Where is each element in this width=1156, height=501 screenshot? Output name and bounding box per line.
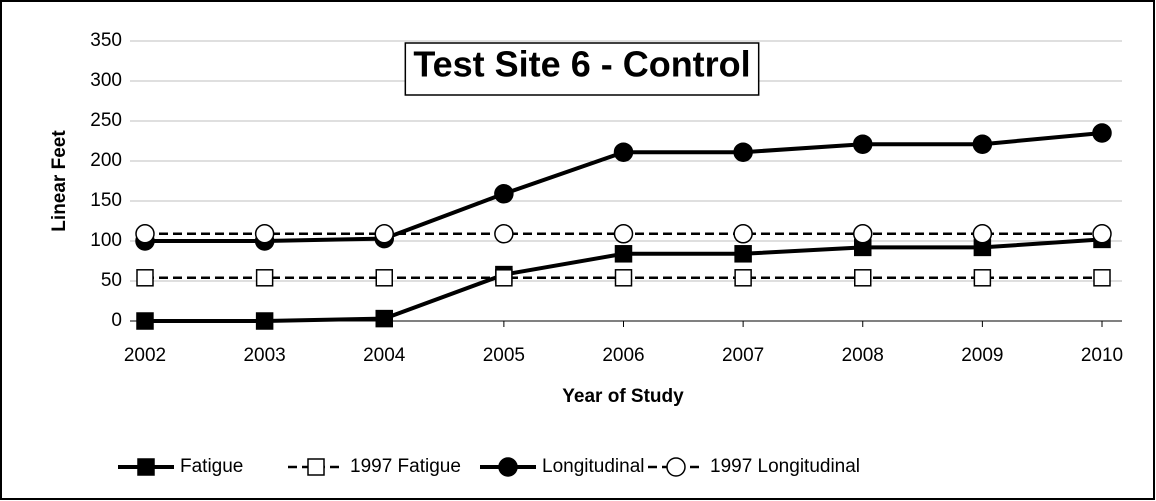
x-axis-label: Year of Study (562, 386, 684, 407)
x-tick-label: 2005 (483, 345, 525, 366)
data-point (853, 134, 873, 154)
y-tick-label: 0 (111, 310, 122, 331)
data-point (136, 312, 154, 330)
legend-label: Longitudinal (542, 456, 644, 477)
title-box (404, 42, 760, 96)
data-point (972, 134, 993, 154)
legend-marker (137, 458, 155, 476)
y-axis-label: Linear Feet (49, 130, 70, 232)
data-point (733, 142, 753, 162)
data-point (255, 269, 274, 287)
data-point (375, 309, 393, 328)
legend-label: 1997 Longitudinal (710, 456, 860, 477)
data-point (136, 269, 154, 287)
x-tick-label: 2008 (842, 345, 884, 366)
data-point (734, 269, 752, 287)
legend-label: Fatigue (180, 456, 243, 477)
legend-marker (307, 458, 325, 476)
x-tick-label: 2006 (602, 345, 644, 366)
data-point (734, 245, 752, 263)
data-point (1093, 269, 1111, 287)
data-point (972, 224, 993, 244)
chart-title: Test Site 6 - Control (413, 44, 750, 85)
data-point (375, 269, 393, 287)
legend-label: 1997 Fatigue (350, 456, 461, 477)
data-point (494, 224, 514, 244)
x-tick-label: 2003 (243, 345, 285, 366)
data-point (135, 224, 155, 244)
data-point (495, 269, 513, 287)
data-point (973, 269, 992, 287)
x-tick-label: 2007 (722, 345, 764, 366)
data-point (733, 224, 753, 244)
x-tick-label: 2009 (961, 345, 1003, 366)
x-tick-label: 2002 (124, 345, 166, 366)
data-point (1092, 224, 1112, 244)
y-tick-label: 300 (90, 70, 122, 91)
legend-marker (666, 457, 686, 477)
y-tick-label: 100 (90, 230, 122, 251)
y-tick-label: 350 (90, 30, 122, 51)
y-tick-label: 250 (90, 110, 122, 131)
data-point (614, 269, 633, 287)
data-point (254, 224, 275, 244)
title-frame (404, 42, 760, 96)
y-tick-label: 200 (90, 150, 122, 171)
data-point (494, 184, 514, 204)
legend-marker (498, 457, 518, 477)
y-tick-label: 150 (90, 190, 122, 211)
data-point (613, 224, 634, 244)
data-point (613, 142, 634, 162)
data-point (614, 245, 633, 263)
x-tick-label: 2004 (363, 345, 406, 366)
y-tick-label: 50 (101, 270, 122, 291)
data-point (374, 224, 394, 244)
data-point (853, 224, 873, 244)
data-point (1092, 123, 1112, 143)
data-point (854, 269, 872, 287)
x-tick-label: 2010 (1081, 345, 1123, 366)
data-point (255, 312, 274, 330)
